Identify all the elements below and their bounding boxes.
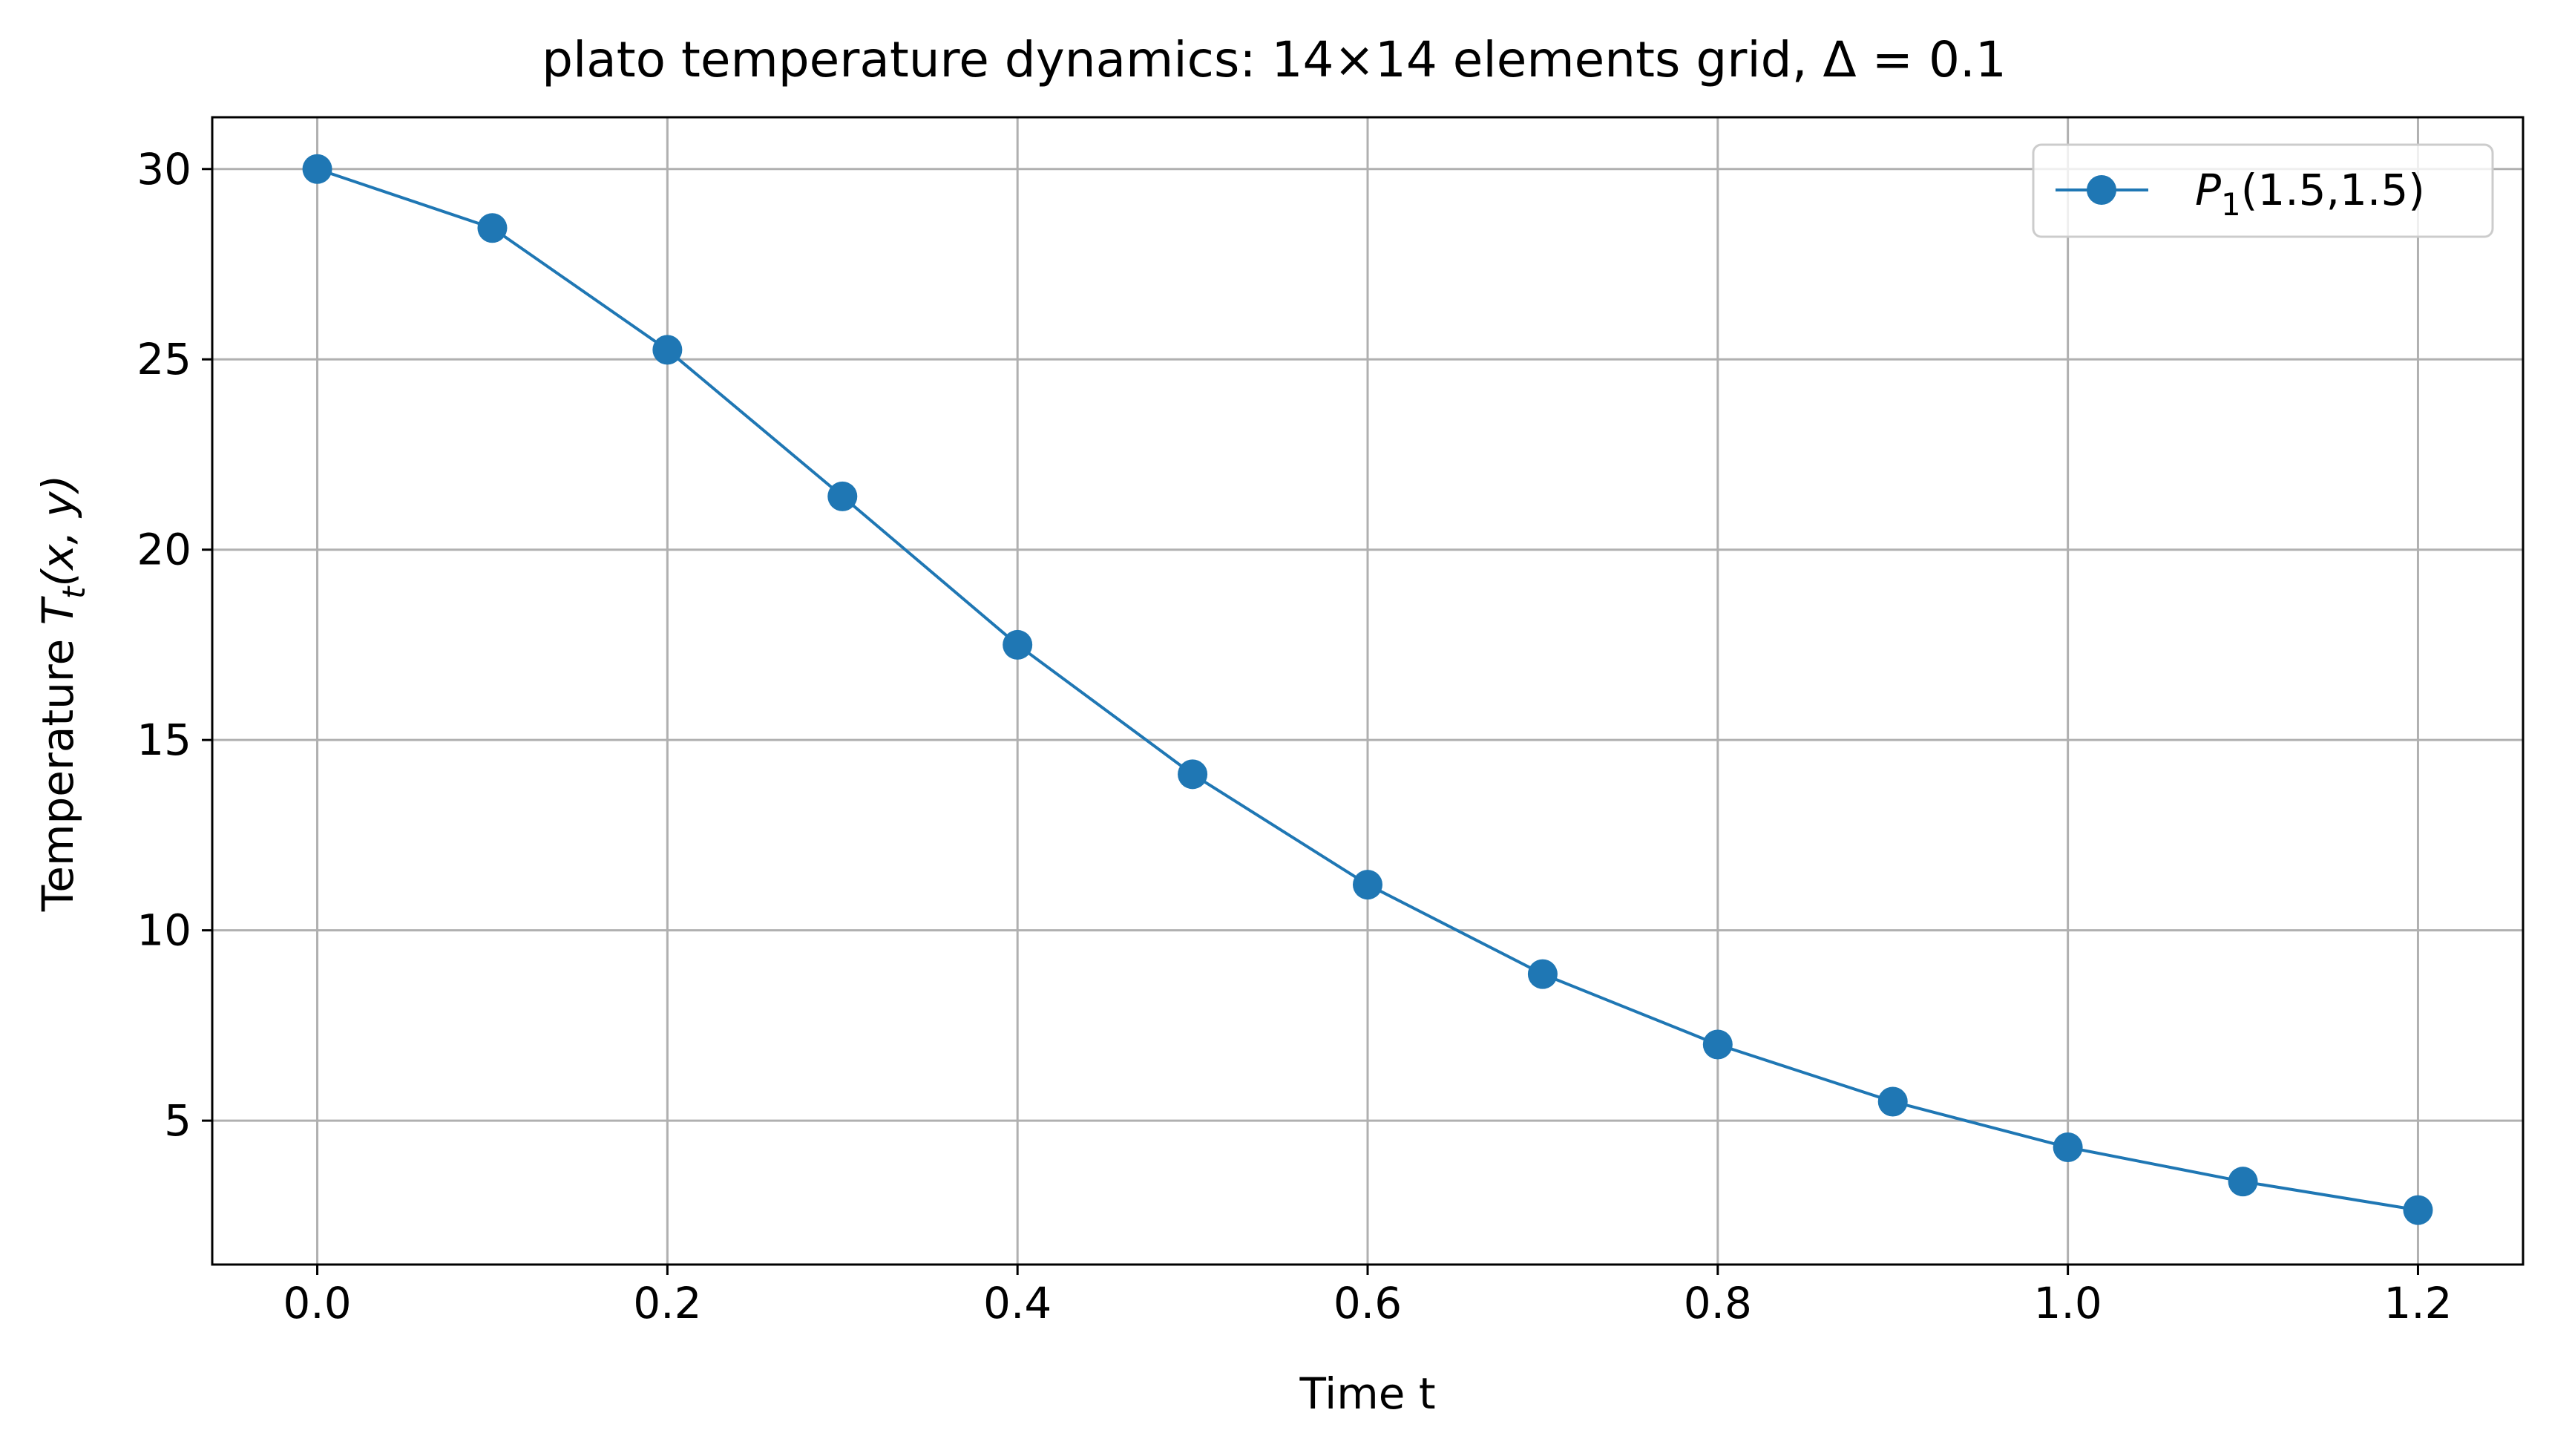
x-tick-label: 0.4 — [983, 1278, 1052, 1328]
data-point — [827, 481, 858, 511]
data-point — [1527, 959, 1558, 989]
legend-box — [2032, 143, 2494, 238]
legend-label-args: (1.5,1.5) — [2241, 165, 2425, 215]
y-axis-label: Temperature Tt(x, y) — [33, 475, 92, 913]
legend-label: P1(1.5,1.5) — [2195, 165, 2425, 223]
data-point — [1003, 629, 1033, 660]
grid-lines — [212, 117, 2523, 1265]
y-tick-label: 30 — [137, 144, 191, 194]
y-tick-label: 15 — [137, 715, 191, 765]
y-tick-label: 25 — [137, 334, 191, 384]
x-tick-label: 0.8 — [1684, 1278, 1752, 1328]
data-point — [1178, 759, 1208, 790]
legend-label-symbol: P — [2195, 165, 2221, 215]
x-tick-label: 1.0 — [2034, 1278, 2102, 1328]
data-point — [2228, 1167, 2258, 1197]
data-point — [652, 335, 683, 365]
data-point — [302, 154, 332, 184]
x-tick-label: 1.2 — [2384, 1278, 2452, 1328]
y-axis-label-prefix: Temperature — [33, 625, 83, 912]
data-point — [477, 213, 508, 243]
y-tick-label: 10 — [137, 905, 191, 956]
x-tick-label: 0.2 — [633, 1278, 701, 1328]
x-tick-label: 0.0 — [283, 1278, 351, 1328]
y-axis-label-subscript: t — [56, 586, 92, 599]
data-point — [2053, 1132, 2083, 1163]
legend: P1(1.5,1.5) — [2032, 143, 2494, 238]
legend-label-subscript: 1 — [2221, 186, 2241, 223]
x-tick-label: 0.6 — [1333, 1278, 1402, 1328]
x-axis-ticks: 0.0 0.2 0.4 0.6 0.8 1.0 1.2 — [283, 1265, 2453, 1328]
series-layer — [302, 154, 2433, 1225]
y-axis-label-args: (x, y) — [33, 475, 83, 587]
y-tick-label: 20 — [137, 525, 191, 575]
data-point — [1877, 1086, 1908, 1117]
chart-title: plato temperature dynamics: 14×14 elemen… — [542, 31, 2007, 88]
x-axis-label: Time t — [1299, 1368, 1435, 1419]
data-point — [1702, 1029, 1733, 1060]
data-point — [1353, 870, 1382, 900]
y-axis-label-symbol: T — [33, 595, 83, 625]
legend-marker-sample — [2087, 175, 2116, 205]
data-point — [2403, 1195, 2433, 1225]
y-axis-ticks: 5 10 15 20 25 30 — [137, 144, 212, 1146]
y-tick-label: 5 — [164, 1095, 191, 1146]
